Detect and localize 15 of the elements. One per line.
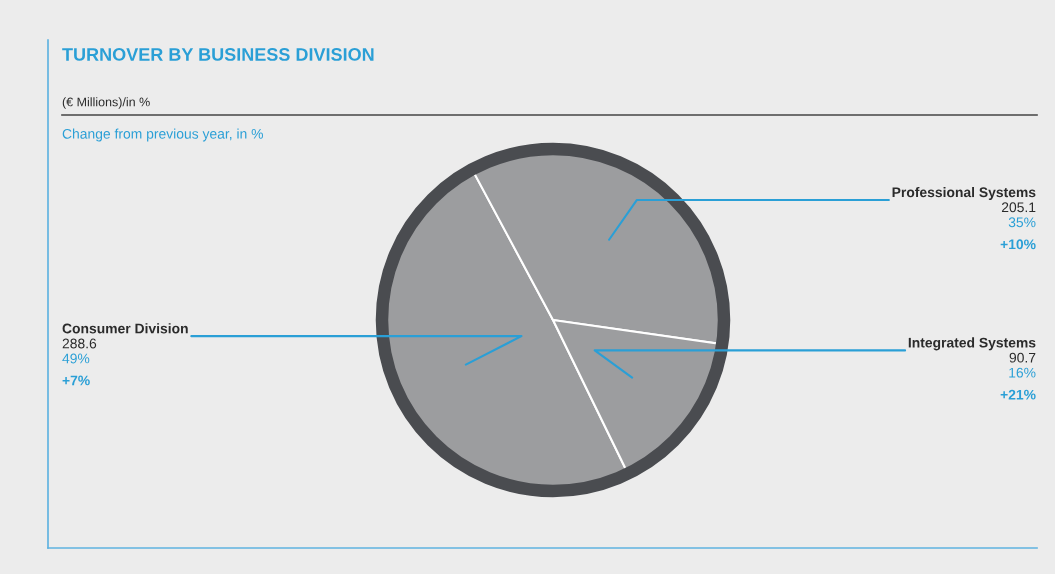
chart-title: TURNOVER BY BUSINESS DIVISION — [62, 48, 374, 61]
text: 16% — [1009, 367, 1036, 378]
slice-label: Professional Systems — [892, 186, 1036, 200]
text: 49% — [62, 353, 90, 364]
data-label: 205.1 — [1001, 202, 1036, 213]
data-label: 90.7 — [1009, 352, 1036, 363]
slice-label: Integrated Systems — [908, 337, 1036, 351]
text: Change from previous year, in % — [62, 128, 263, 142]
text: +7% — [62, 375, 90, 386]
slice-label: Consumer Division — [62, 323, 188, 334]
text: 35% — [1008, 217, 1036, 228]
text: +10% — [1000, 239, 1036, 250]
chart-subtitle: (€ Millions)/in % — [62, 97, 150, 109]
text: +21% — [1000, 389, 1036, 400]
data-label: 288.6 — [62, 338, 97, 349]
